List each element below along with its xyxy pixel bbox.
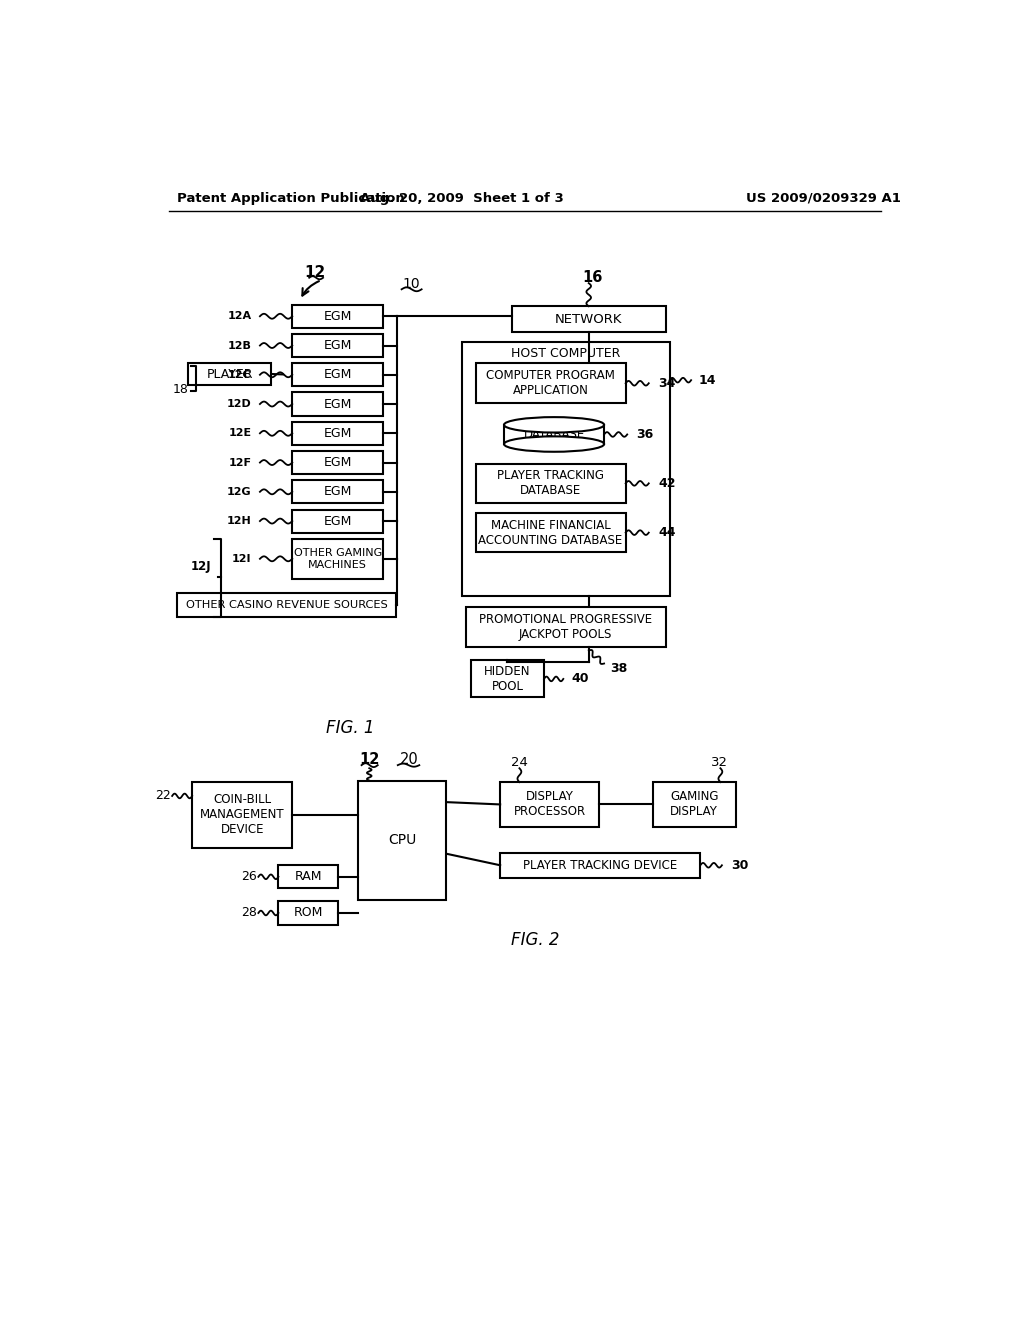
Text: ROM: ROM xyxy=(294,907,324,920)
Text: MACHINE FINANCIAL
ACCOUNTING DATABASE: MACHINE FINANCIAL ACCOUNTING DATABASE xyxy=(478,519,623,546)
Text: 12D: 12D xyxy=(226,399,252,409)
Text: 34: 34 xyxy=(658,376,676,389)
Bar xyxy=(475,465,626,503)
Text: 30: 30 xyxy=(731,859,749,871)
FancyArrowPatch shape xyxy=(302,281,318,296)
Text: 38: 38 xyxy=(610,661,628,675)
Text: Aug. 20, 2009  Sheet 1 of 3: Aug. 20, 2009 Sheet 1 of 3 xyxy=(359,191,563,205)
Text: Patent Application Publication: Patent Application Publication xyxy=(177,191,404,205)
Text: FIG. 1: FIG. 1 xyxy=(326,719,374,737)
Text: EGM: EGM xyxy=(324,339,352,352)
Text: DISPLAY
PROCESSOR: DISPLAY PROCESSOR xyxy=(513,791,586,818)
Text: 42: 42 xyxy=(658,477,676,490)
Text: 20: 20 xyxy=(400,751,419,767)
Text: NETWORK: NETWORK xyxy=(555,313,623,326)
Text: 12E: 12E xyxy=(228,428,252,438)
Text: EGM: EGM xyxy=(324,515,352,528)
Text: GAMING
DISPLAY: GAMING DISPLAY xyxy=(670,791,719,818)
Bar xyxy=(471,660,544,697)
Text: FIG. 2: FIG. 2 xyxy=(511,931,559,949)
Text: EGM: EGM xyxy=(324,310,352,323)
Text: 26: 26 xyxy=(241,870,257,883)
Text: HOST COMPUTER: HOST COMPUTER xyxy=(511,347,621,360)
Bar xyxy=(292,510,383,533)
Text: 12C: 12C xyxy=(227,370,252,380)
Text: 12H: 12H xyxy=(226,516,252,527)
Bar xyxy=(500,853,700,878)
Text: 12: 12 xyxy=(305,265,326,280)
Text: 12G: 12G xyxy=(227,487,252,496)
Bar xyxy=(466,607,666,647)
Bar xyxy=(279,866,339,888)
Text: DATABASE: DATABASE xyxy=(523,428,585,441)
Bar xyxy=(279,902,339,924)
Bar xyxy=(292,305,383,327)
Text: 10: 10 xyxy=(402,277,421,290)
Text: EGM: EGM xyxy=(324,368,352,381)
Bar xyxy=(292,334,383,358)
Text: COIN-BILL
MANAGEMENT
DEVICE: COIN-BILL MANAGEMENT DEVICE xyxy=(200,793,285,837)
Text: 40: 40 xyxy=(571,672,589,685)
Bar xyxy=(462,342,670,595)
Text: 12B: 12B xyxy=(227,341,252,351)
Text: US 2009/0209329 A1: US 2009/0209329 A1 xyxy=(746,191,901,205)
Bar xyxy=(292,392,383,416)
Text: PLAYER: PLAYER xyxy=(207,367,253,380)
Text: HIDDEN
POOL: HIDDEN POOL xyxy=(484,665,530,693)
Bar xyxy=(292,480,383,503)
Bar xyxy=(475,363,626,404)
Text: 32: 32 xyxy=(711,756,728,770)
Text: 14: 14 xyxy=(698,374,717,387)
Bar xyxy=(652,781,736,826)
Text: 12F: 12F xyxy=(228,458,252,467)
Bar xyxy=(500,781,599,826)
Text: EGM: EGM xyxy=(324,486,352,499)
Text: COMPUTER PROGRAM
APPLICATION: COMPUTER PROGRAM APPLICATION xyxy=(486,370,615,397)
Text: CPU: CPU xyxy=(388,833,416,847)
Ellipse shape xyxy=(504,437,604,451)
Bar xyxy=(292,422,383,445)
Text: OTHER CASINO REVENUE SOURCES: OTHER CASINO REVENUE SOURCES xyxy=(185,601,387,610)
Text: 28: 28 xyxy=(241,907,257,920)
Ellipse shape xyxy=(504,417,604,433)
Bar xyxy=(504,425,604,444)
Text: 36: 36 xyxy=(637,428,653,441)
Text: 44: 44 xyxy=(658,527,676,539)
Bar xyxy=(177,594,396,616)
Bar xyxy=(188,363,271,385)
Bar xyxy=(193,781,292,847)
Text: 12: 12 xyxy=(359,751,380,767)
Bar xyxy=(357,780,446,900)
Text: EGM: EGM xyxy=(324,426,352,440)
Text: 22: 22 xyxy=(155,789,171,803)
Bar xyxy=(292,451,383,474)
Bar xyxy=(475,513,626,552)
Bar xyxy=(292,539,383,579)
Text: 12A: 12A xyxy=(227,312,252,321)
Text: RAM: RAM xyxy=(295,870,323,883)
Bar xyxy=(512,306,666,333)
Text: 12J: 12J xyxy=(190,560,211,573)
Text: 12I: 12I xyxy=(232,554,252,564)
Text: 16: 16 xyxy=(583,271,603,285)
Text: 24: 24 xyxy=(511,756,527,770)
Text: PROMOTIONAL PROGRESSIVE
JACKPOT POOLS: PROMOTIONAL PROGRESSIVE JACKPOT POOLS xyxy=(479,612,652,640)
Bar xyxy=(292,363,383,387)
Text: OTHER GAMING
MACHINES: OTHER GAMING MACHINES xyxy=(294,548,382,570)
Text: PLAYER TRACKING DEVICE: PLAYER TRACKING DEVICE xyxy=(523,859,678,871)
Text: 18: 18 xyxy=(173,383,188,396)
Text: EGM: EGM xyxy=(324,455,352,469)
Text: EGM: EGM xyxy=(324,397,352,411)
Text: PLAYER TRACKING
DATABASE: PLAYER TRACKING DATABASE xyxy=(497,470,604,498)
